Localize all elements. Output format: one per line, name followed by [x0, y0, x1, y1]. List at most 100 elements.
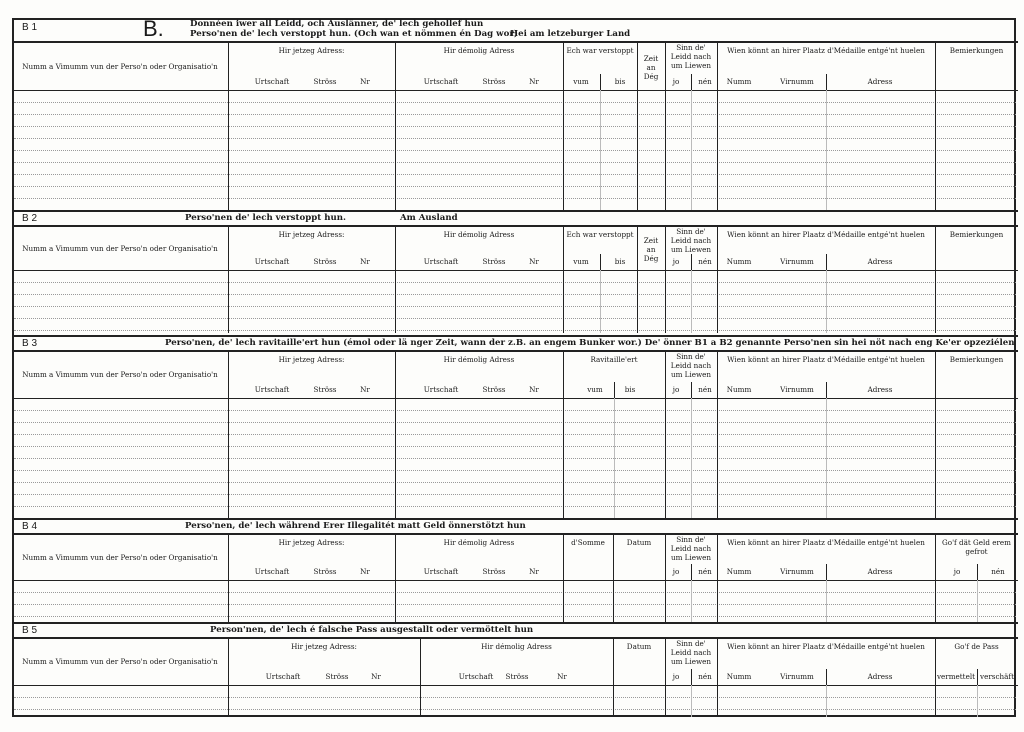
column-divider — [665, 41, 666, 210]
sub-column-header: Adress — [867, 385, 893, 394]
form-row-line[interactable] — [14, 494, 1016, 495]
form-row-line[interactable] — [14, 458, 1016, 459]
sub-column-guide — [600, 90, 601, 210]
section-label: B 1 — [22, 22, 38, 33]
sub-column-guide — [826, 580, 827, 622]
form-row-line[interactable] — [14, 294, 1016, 295]
column-header: Wien könnt an hirer Plaatz d'Médaille en… — [727, 538, 925, 547]
column-header: Wien könnt an hirer Plaatz d'Médaille en… — [727, 46, 925, 55]
column-divider — [613, 637, 614, 717]
sub-column-header: Urtschaft — [423, 77, 459, 86]
sub-column-header: Ströss — [313, 77, 337, 86]
column-divider — [395, 225, 396, 333]
sub-column-header: nén — [698, 77, 712, 86]
column-divider — [563, 533, 564, 622]
column-divider — [665, 637, 666, 717]
form-row-line[interactable] — [14, 592, 1016, 593]
column-header: Ech war verstoppt — [566, 46, 634, 55]
column-divider — [395, 533, 396, 622]
form-row-line[interactable] — [14, 697, 1016, 698]
sub-column-guide — [691, 398, 692, 518]
sub-column-header: Nr — [360, 77, 370, 86]
sub-column-header: bis — [614, 77, 626, 86]
column-divider — [420, 637, 421, 717]
sub-column-header: Adress — [867, 672, 893, 681]
sub-column-header: nén — [991, 567, 1005, 576]
sub-column-divider — [826, 564, 827, 580]
column-divider — [228, 637, 229, 717]
form-row-line[interactable] — [14, 330, 1016, 331]
column-header: Numm a Vimumm vun der Perso'n oder Organ… — [22, 243, 218, 253]
form-row-line[interactable] — [14, 482, 1016, 483]
column-divider — [395, 41, 396, 210]
sub-column-guide — [600, 270, 601, 333]
sub-column-header: Urtschaft — [265, 672, 301, 681]
header-top-line — [12, 225, 1018, 227]
form-row-line[interactable] — [14, 470, 1016, 471]
column-divider — [228, 225, 229, 333]
sub-column-guide — [977, 685, 978, 717]
sub-column-header: Virnumm — [780, 77, 814, 86]
sub-column-divider — [600, 254, 601, 270]
sub-column-guide — [691, 270, 692, 333]
sub-column-header: nén — [698, 385, 712, 394]
form-row-line[interactable] — [14, 434, 1016, 435]
form-row-line[interactable] — [14, 138, 1016, 139]
header-bottom-line — [12, 90, 1018, 91]
sub-column-header: Numm — [726, 257, 752, 266]
sub-column-guide — [977, 580, 978, 622]
column-header: Ravitaille'ert — [590, 355, 638, 364]
header-bottom-line — [12, 270, 1018, 271]
column-divider — [563, 350, 564, 518]
column-header: Numm a Vimumm vun der Perso'n oder Organ… — [22, 657, 218, 666]
column-divider — [637, 41, 638, 210]
form-row-line[interactable] — [14, 174, 1016, 175]
form-row-line[interactable] — [14, 306, 1016, 307]
form-row-line[interactable] — [14, 162, 1016, 163]
form-row-line[interactable] — [14, 198, 1016, 199]
sub-column-header: Ströss — [482, 567, 506, 576]
form-row-line[interactable] — [14, 114, 1016, 115]
form-row-line[interactable] — [14, 186, 1016, 187]
sub-column-header: Ströss — [313, 385, 337, 394]
section-divider — [12, 210, 1018, 212]
column-divider — [563, 41, 564, 210]
form-row-line[interactable] — [14, 422, 1016, 423]
form-row-line[interactable] — [14, 446, 1016, 447]
sub-column-header: Urtschaft — [458, 672, 494, 681]
column-header: Datum — [626, 642, 652, 651]
header-top-line — [12, 350, 1018, 352]
header-top-line — [12, 533, 1018, 535]
column-header: Hir démolig Adress — [443, 230, 515, 239]
form-row-line[interactable] — [14, 282, 1016, 283]
form-row-line[interactable] — [14, 616, 1016, 617]
sub-column-header: nén — [698, 672, 712, 681]
header-bottom-line — [12, 580, 1018, 581]
section-label: B 5 — [22, 625, 38, 636]
form-row-line[interactable] — [14, 126, 1016, 127]
form-row-line[interactable] — [14, 410, 1016, 411]
column-divider — [665, 533, 666, 622]
form-row-line[interactable] — [14, 709, 1016, 710]
form-row-line[interactable] — [14, 604, 1016, 605]
sub-column-guide — [826, 270, 827, 333]
form-row-line[interactable] — [14, 318, 1016, 319]
sub-column-header: vum — [573, 77, 589, 86]
sub-column-divider — [826, 669, 827, 685]
sub-column-guide — [826, 685, 827, 717]
sub-column-header: Ströss — [325, 672, 349, 681]
form-row-line[interactable] — [14, 150, 1016, 151]
sub-column-header: Urtschaft — [254, 567, 290, 576]
column-divider — [637, 225, 638, 333]
sub-column-header: verschäft — [980, 672, 1014, 681]
sub-column-header: Virnumm — [780, 257, 814, 266]
form-row-line[interactable] — [14, 506, 1016, 507]
section-title: Perso'nen, de' lech ravitaille'ert hun (… — [165, 338, 1015, 348]
sub-column-header: Nr — [360, 385, 370, 394]
sub-column-header: Ströss — [313, 567, 337, 576]
sub-column-header: Urtschaft — [254, 257, 290, 266]
column-divider — [613, 533, 614, 622]
column-header: Sinn de' Leidd nach um Liewen — [670, 227, 712, 254]
column-header: Zeit an Dég — [643, 235, 659, 263]
form-row-line[interactable] — [14, 102, 1016, 103]
